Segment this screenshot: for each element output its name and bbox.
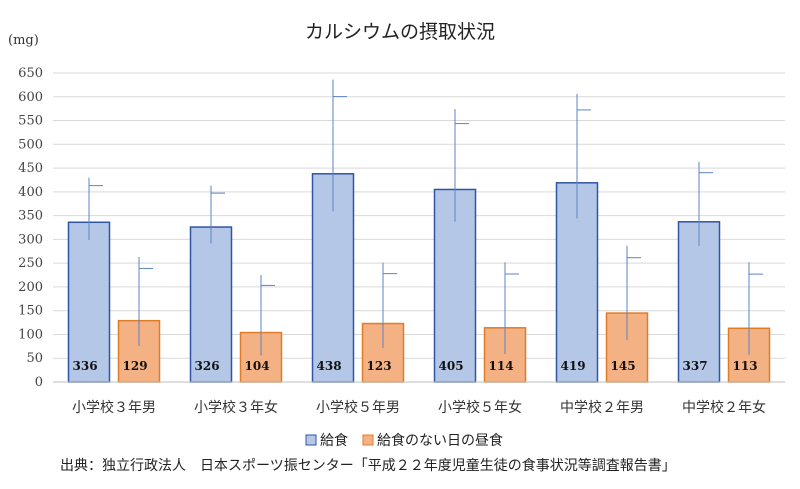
data-label: 104 — [245, 359, 270, 373]
x-tick-label: 中学校２年女 — [682, 399, 766, 416]
x-tick-label: 中学校２年男 — [560, 399, 644, 416]
y-tick-label: 350 — [18, 209, 43, 224]
y-tick-label: 0 — [35, 375, 43, 390]
legend-swatch-series-2 — [362, 434, 374, 446]
data-label: 114 — [489, 359, 514, 373]
chart-title: カルシウムの摂取状況 — [305, 21, 495, 43]
y-tick-label: 500 — [18, 137, 43, 152]
y-tick-label: 300 — [18, 232, 43, 247]
data-label: 438 — [317, 359, 342, 373]
y-tick-label: 50 — [26, 351, 43, 366]
y-tick-label: 100 — [18, 327, 43, 342]
y-axis-ticks: 0 50 100 150 200 250 300 350 400 450 500 550 600 650 — [18, 66, 43, 390]
y-tick-label: 550 — [18, 114, 43, 129]
legend-label-series-1: 給食 — [320, 432, 348, 449]
data-label: 145 — [611, 359, 636, 373]
y-tick-label: 650 — [18, 66, 43, 81]
bar-series-1 — [189, 226, 233, 383]
y-tick-label: 200 — [18, 280, 43, 295]
legend: 給食 給食のない日の昼食 — [305, 432, 503, 449]
y-tick-label: 400 — [18, 185, 43, 200]
error-bars — [88, 79, 763, 356]
data-labels: 336 129 326 104 438 123 405 114 419 145 337 113 — [73, 359, 758, 373]
x-tick-label: 小学校５年男 — [316, 399, 400, 416]
y-tick-label: 250 — [18, 256, 43, 271]
data-label: 326 — [195, 359, 220, 373]
x-tick-label: 小学校３年男 — [72, 399, 156, 416]
data-label: 123 — [367, 359, 392, 373]
data-label: 336 — [73, 359, 98, 373]
y-tick-label: 150 — [18, 304, 43, 319]
x-axis-labels: 小学校３年男 小学校３年女 小学校５年男 小学校５年女 中学校２年男 中学校２年女 — [72, 399, 766, 416]
y-axis-unit: (mg) — [8, 33, 39, 48]
data-label: 113 — [733, 359, 758, 373]
x-tick-label: 小学校３年女 — [194, 399, 278, 416]
data-label: 405 — [439, 359, 464, 373]
bars — [67, 173, 771, 383]
gridlines — [53, 72, 785, 359]
data-label: 129 — [123, 359, 148, 373]
bar-series-1 — [67, 221, 111, 383]
data-label: 337 — [683, 359, 708, 373]
source-note: 出典：独立行政法人 日本スポーツ振センター「平成２２年度児童生徒の食事状況等調査… — [60, 457, 676, 474]
legend-swatch-series-1 — [305, 434, 317, 446]
bar-series-1 — [677, 221, 721, 383]
legend-label-series-2: 給食のない日の昼食 — [377, 432, 503, 449]
y-tick-label: 450 — [18, 161, 43, 176]
data-label: 419 — [561, 359, 586, 373]
y-tick-label: 600 — [18, 90, 43, 105]
x-tick-label: 小学校５年女 — [438, 399, 522, 416]
